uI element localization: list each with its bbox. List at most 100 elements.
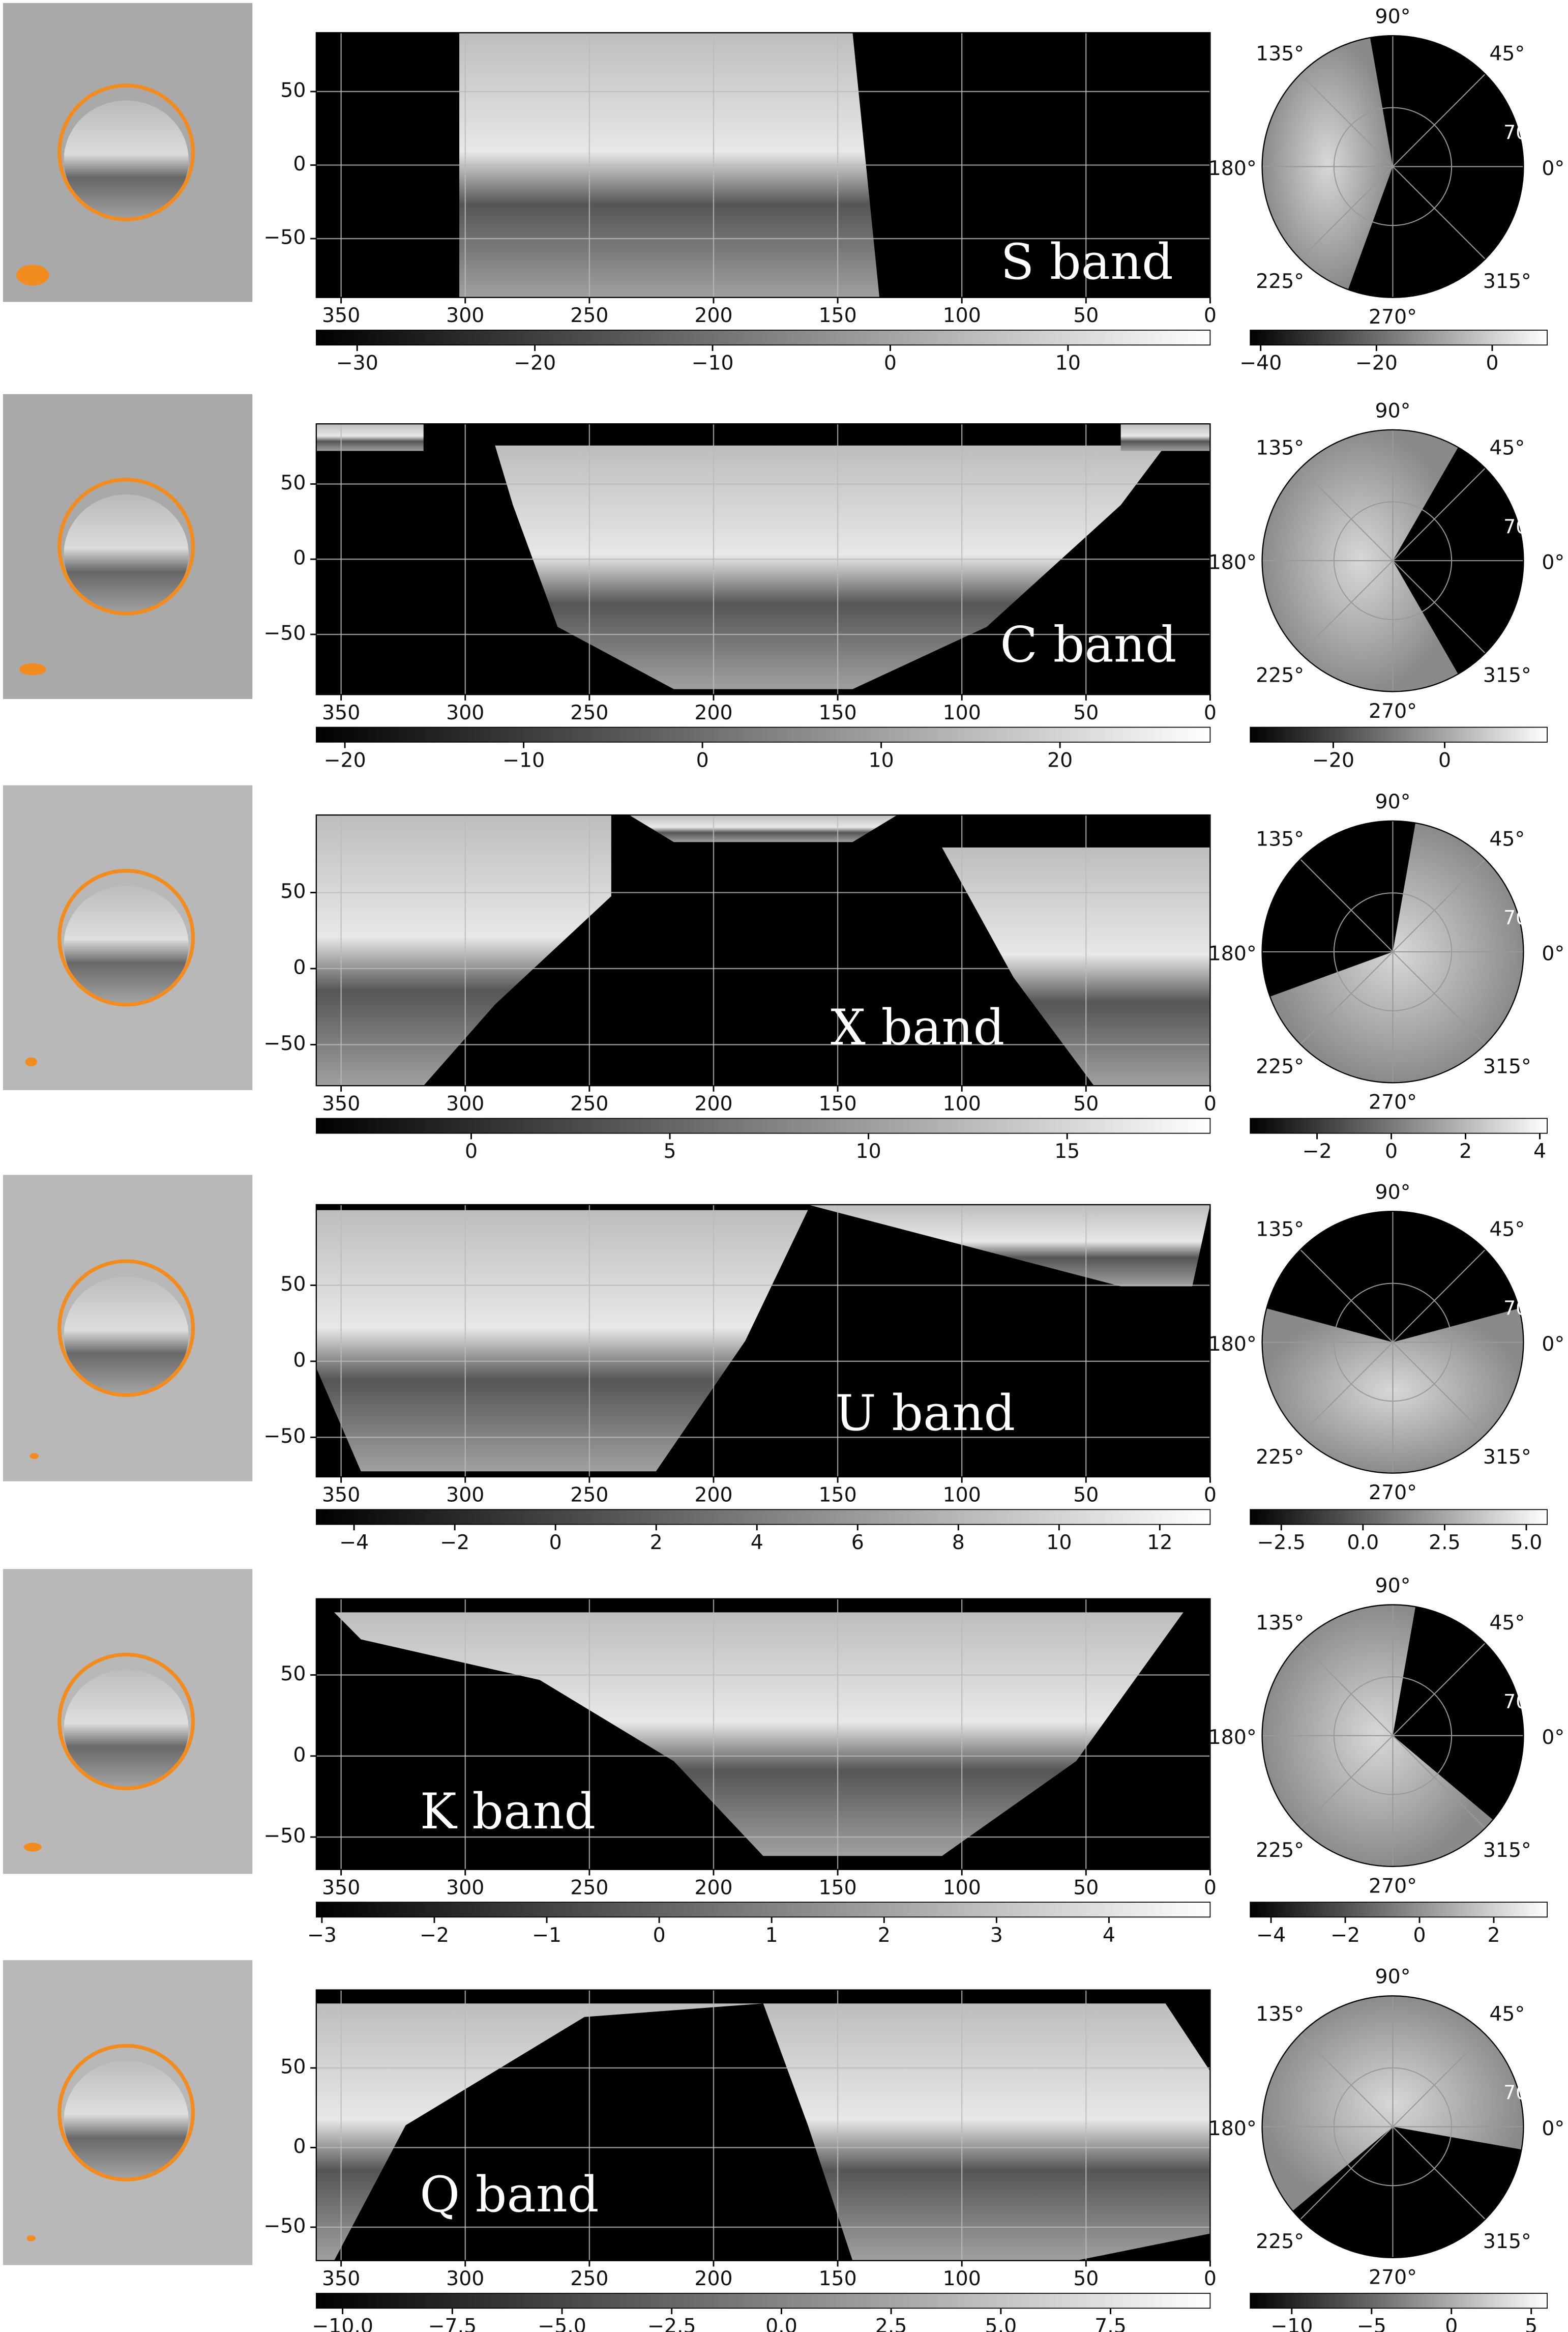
band-label: C band [1000, 616, 1176, 673]
colorbar-tick-label: 5 [1525, 2315, 1537, 2332]
polar-frame [1261, 1995, 1524, 2258]
x-tick-label: 250 [570, 2267, 608, 2290]
colorbar-tick-label: 0.0 [765, 2315, 797, 2332]
polar-grid [1300, 1643, 1486, 1829]
colorbar-tick-label: 0 [653, 1923, 666, 1947]
colorbar-tick-label: 10 [869, 748, 894, 772]
colorbar-tick-label: −20 [514, 352, 556, 375]
polar-angle-label: 45° [1489, 1218, 1525, 1241]
polar-angle-label: 225° [1256, 270, 1304, 293]
x-tick-label: 300 [446, 1092, 484, 1116]
polar-angle-label: 0° [1542, 942, 1564, 965]
x-tick-label: 0 [1204, 1876, 1217, 1899]
planet-shade [64, 494, 189, 614]
planet-shade [64, 885, 189, 1005]
colorbar-tick-label: −20 [1355, 352, 1398, 375]
polar-angle-label: 315° [1483, 1055, 1531, 1078]
disk-outline [57, 1259, 195, 1397]
beam [19, 663, 46, 676]
x-tick-label: 300 [446, 1876, 484, 1899]
x-tick-label: 100 [943, 304, 981, 327]
x-tick-label: 150 [818, 2267, 856, 2290]
polar-angle-label: 90° [1375, 399, 1411, 422]
x-tick-label: 50 [1073, 1483, 1099, 1506]
polar-radius-label: 70.0 [1503, 2082, 1546, 2104]
map-coverage [316, 1210, 808, 1472]
map-frame [315, 32, 1211, 298]
polar-angle-label: 135° [1256, 1218, 1304, 1241]
y-tick-label: −50 [263, 1032, 306, 1055]
colorbar-tick-label: −4 [1256, 1923, 1286, 1947]
x-tick-label: 100 [943, 1876, 981, 1899]
polar-angle-label: 225° [1256, 1445, 1304, 1469]
map-coverage [334, 1612, 1184, 1856]
polar-coverage [1270, 823, 1524, 1083]
beam [23, 1843, 42, 1852]
x-tick-label: 0 [1204, 304, 1217, 327]
x-tick-label: 0 [1204, 701, 1217, 724]
y-tick-label: 0 [293, 546, 306, 570]
x-tick-label: 250 [570, 701, 608, 724]
colorbar [1250, 1902, 1548, 1918]
colorbar-tick-label: 0 [549, 1531, 562, 1554]
colorbar-tick-label: −2 [1303, 1140, 1332, 1163]
y-tick-label: 0 [293, 152, 306, 176]
polar-angle-label: 225° [1256, 1839, 1304, 1862]
colorbar-tick-label: −20 [324, 748, 366, 772]
band-label: S band [1000, 234, 1173, 290]
polar-grid [1300, 2033, 1486, 2220]
colorbar-tick-label: 2 [1459, 1140, 1472, 1163]
x-tick-label: 200 [694, 2267, 732, 2290]
colorbar-tick-label: 10 [1046, 1531, 1072, 1554]
map-coverage [629, 815, 898, 842]
polar-angle-label: 45° [1489, 1611, 1525, 1635]
beam [16, 265, 49, 286]
disk-outline [57, 869, 195, 1007]
polar-angle-label: 315° [1483, 1445, 1531, 1469]
polar-angle-label: 135° [1256, 436, 1304, 459]
x-tick-label: 100 [943, 2267, 981, 2290]
colorbar-tick-label: 0 [1486, 352, 1498, 375]
colorbar-tick-label: 5 [664, 1140, 676, 1163]
colorbar-tick-label: −10 [1270, 2315, 1313, 2332]
y-tick-label: −50 [263, 226, 306, 249]
polar-angle-label: 135° [1256, 2002, 1304, 2026]
map-coverage [808, 1205, 1210, 1287]
beam [26, 2235, 36, 2241]
y-tick-label: 50 [280, 1272, 306, 1296]
colorbar-tick-label: 0 [696, 748, 709, 772]
colorbar-tick-label: −30 [336, 352, 378, 375]
disk-outline [57, 2044, 195, 2181]
polar-angle-label: 270° [1369, 1481, 1417, 1504]
colorbar-tick-label: 0 [1413, 1923, 1426, 1947]
colorbar-tick-label: −7.5 [428, 2315, 477, 2332]
y-tick-label: −50 [263, 1824, 306, 1848]
x-tick-label: 200 [694, 1483, 732, 1506]
map-coverage [942, 847, 1210, 1086]
x-tick-label: 50 [1073, 701, 1099, 724]
polar-radius-label: 70.0 [1503, 122, 1546, 144]
colorbar-tick-label: 10 [1055, 352, 1081, 375]
colorbar-tick-label: 0 [1438, 748, 1451, 772]
x-tick-label: 350 [322, 1876, 360, 1899]
colorbar-tick-label: 5.0 [1511, 1531, 1543, 1554]
polar-angle-label: 135° [1256, 42, 1304, 66]
y-tick-label: 0 [293, 1348, 306, 1372]
polar-radius-label: 70.0 [1503, 907, 1546, 929]
colorbar-tick-label: 2.5 [875, 2315, 907, 2332]
polar-angle-label: 315° [1483, 2230, 1531, 2253]
x-tick-label: 150 [818, 304, 856, 327]
colorbar-tick-label: −2 [440, 1531, 469, 1554]
polar-radius-label: 70.0 [1503, 1297, 1546, 1320]
polar-angle-label: 0° [1542, 1332, 1564, 1356]
disk-outline [57, 1652, 195, 1791]
polar-frame [1261, 1604, 1524, 1868]
x-tick-label: 350 [322, 701, 360, 724]
x-tick-label: 100 [943, 1483, 981, 1506]
x-tick-label: 200 [694, 1092, 732, 1116]
colorbar-tick-label: 12 [1147, 1531, 1172, 1554]
polar-frame [1261, 429, 1524, 692]
x-tick-label: 100 [943, 701, 981, 724]
x-tick-label: 0 [1204, 1092, 1217, 1116]
